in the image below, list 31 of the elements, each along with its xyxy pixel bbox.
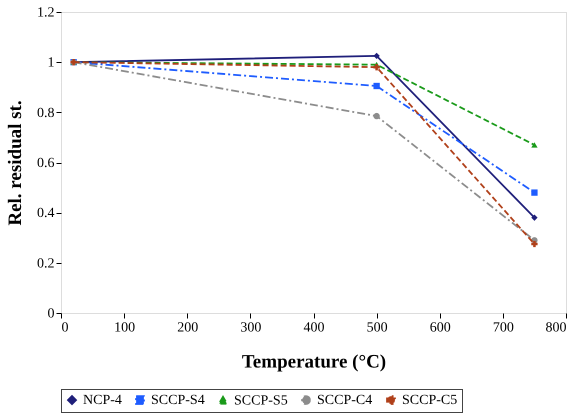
x-tick-label: 800: [546, 320, 566, 336]
legend-label: SCCP-S5: [234, 393, 288, 408]
point: [373, 82, 380, 90]
y-tick-label: 0.6: [37, 156, 54, 171]
x-tick-label: 0: [62, 320, 68, 336]
x-axis-title: Temperature (°C): [242, 352, 386, 372]
legend-label: NCP-4: [83, 393, 122, 408]
y-tick-label: 0: [48, 306, 54, 322]
x-tick-label: 200: [177, 320, 198, 336]
legend-label: SCCP-S4: [151, 393, 205, 408]
legend-label: SCCP-C5: [402, 393, 458, 408]
y-tick-label: 0.2: [37, 256, 54, 272]
x-tick-label: 600: [430, 320, 451, 336]
y-axis-title: Rel. residual st.: [5, 100, 26, 226]
point: [373, 112, 380, 120]
x-tick-label: 700: [492, 320, 514, 336]
point: [531, 142, 538, 148]
point: [373, 52, 380, 60]
x-tick-label: 500: [366, 320, 388, 336]
point: [531, 214, 538, 221]
y-tick-label: 0.8: [37, 106, 54, 121]
y-tick-label: 0.4: [37, 206, 54, 222]
point: [531, 240, 538, 248]
x-tick-label: 300: [240, 320, 262, 336]
y-tick-label: 1: [48, 56, 54, 71]
x-tick-label: 100: [114, 320, 136, 336]
x-tick-label: 400: [304, 320, 324, 336]
legend-label: SCCP-C4: [317, 393, 372, 408]
point: [373, 64, 380, 70]
y-tick-label: 1.2: [37, 6, 54, 20]
point: [531, 189, 538, 196]
